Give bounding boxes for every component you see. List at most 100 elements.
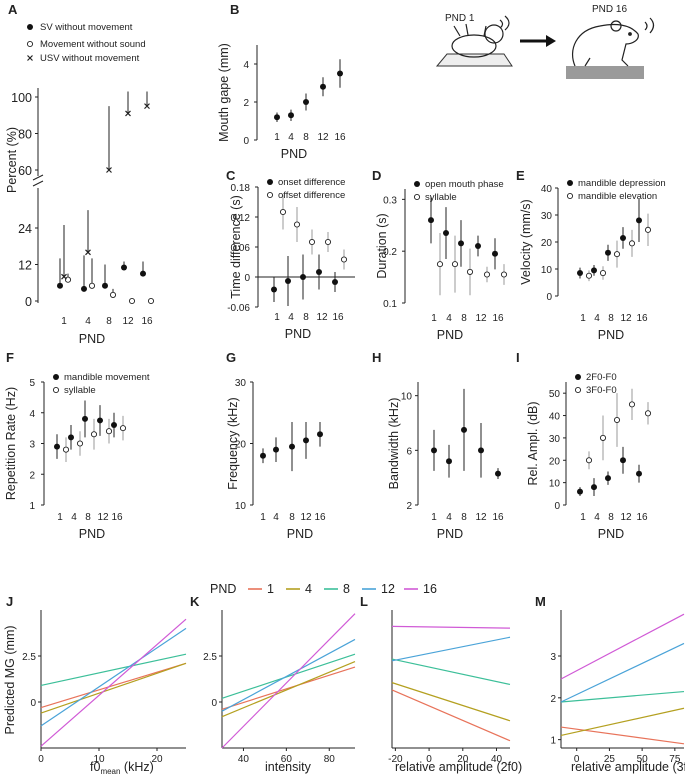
y-tick-label-I: 50 xyxy=(549,389,561,400)
data-point-F xyxy=(54,443,60,450)
x-tick-label-G: 1 xyxy=(260,512,266,523)
data-point-H xyxy=(461,426,467,433)
data-point-C xyxy=(332,279,338,285)
x-tick-label-J: 0 xyxy=(38,754,44,765)
axis-break-A xyxy=(32,174,44,187)
y-tick-label-D: 0.3 xyxy=(383,195,397,206)
x-tick-label-F: 1 xyxy=(57,512,63,523)
data-point-I xyxy=(620,457,626,464)
y-axis-title-I: Rel. Ampl. (dB) xyxy=(526,401,540,485)
series-line-L-pnd12 xyxy=(391,636,511,662)
panel-label-C: C xyxy=(226,168,236,183)
y-tick-label-F: 3 xyxy=(29,440,35,451)
x-tick-label-D: 1 xyxy=(431,313,437,324)
x-axis-title-L: relative amplitude (2f0) xyxy=(395,760,522,774)
data-point-C-legend xyxy=(266,191,274,199)
pnd-legend-entry: 16 xyxy=(404,582,437,596)
x-axis-title-C: PND xyxy=(285,327,311,341)
series-line-L-pnd16 xyxy=(391,625,511,629)
data-point-I xyxy=(628,401,636,408)
y-tick-label-I: 20 xyxy=(549,456,561,467)
data-point-D-legend xyxy=(414,181,420,187)
data-point-I-legend xyxy=(574,386,582,394)
y-tick-label-D: 0.2 xyxy=(383,247,397,258)
data-point-I xyxy=(591,484,597,491)
data-point-E xyxy=(599,269,607,277)
y-tick-label-C: 0.18 xyxy=(231,183,251,194)
data-point-I xyxy=(577,488,583,495)
x-tick-label-I: 1 xyxy=(580,512,586,523)
panel-label-K: K xyxy=(190,594,200,609)
data-point-G xyxy=(317,431,323,438)
x-tick-label-E: 1 xyxy=(580,313,586,324)
x-axis-title-sub-J: mean xyxy=(100,767,120,776)
data-point-E xyxy=(577,270,583,277)
y-tick-label-A: 0 xyxy=(25,295,32,309)
data-point-C-legend xyxy=(267,179,273,185)
y-tick-label-E: 10 xyxy=(541,265,553,276)
pnd1-bedding xyxy=(435,53,513,67)
x-axis-title-M: relative amplitude (3f0) xyxy=(571,760,685,774)
y-tick-label-K: 2.5 xyxy=(203,652,217,663)
data-point-C xyxy=(324,238,332,246)
x-tick-label-K: 40 xyxy=(238,754,250,765)
pnd-legend-label-16: 16 xyxy=(423,582,437,596)
y-tick-label-F: 2 xyxy=(29,470,35,481)
data-point-E xyxy=(644,226,652,233)
data-point-F xyxy=(68,434,74,441)
pnd1-pup xyxy=(451,15,510,58)
legend-label-A: SV without movement xyxy=(40,22,133,33)
x-axis-title-K: intensity xyxy=(265,760,312,774)
legend-label-D: open mouth phase xyxy=(425,179,504,190)
x-tick-label-F: 12 xyxy=(97,512,109,523)
x-tick-label-E: 8 xyxy=(608,313,614,324)
data-point-A xyxy=(125,110,131,117)
x-tick-label-E: 12 xyxy=(620,313,632,324)
illustration-label-pnd16: PND 16 xyxy=(592,4,627,15)
y-tick-label-A: 100 xyxy=(11,91,32,105)
x-axis-title-D: PND xyxy=(437,328,463,342)
series-line-J-pnd16 xyxy=(40,618,187,747)
x-tick-label-J: 10 xyxy=(93,754,105,765)
y-tick-label-A: 24 xyxy=(18,222,32,236)
y-tick-label-F: 4 xyxy=(29,409,35,420)
x-tick-label-M: 0 xyxy=(574,754,580,765)
legend-label-D: syllable xyxy=(425,192,457,203)
data-point-H xyxy=(478,447,484,454)
data-point-A xyxy=(109,291,117,298)
y-axis-title-D: Duration (s) xyxy=(375,213,389,278)
data-point-C xyxy=(308,238,316,246)
data-point-F xyxy=(119,425,127,432)
data-point-D xyxy=(443,230,449,237)
x-tick-label-H: 16 xyxy=(492,512,504,523)
y-tick-label-C: 0.12 xyxy=(231,213,251,224)
x-tick-label-I: 16 xyxy=(636,512,648,523)
panel-label-G: G xyxy=(226,350,236,365)
data-point-I-legend xyxy=(575,374,581,380)
pnd-legend-label-1: 1 xyxy=(267,582,274,596)
y-tick-label-M: 1 xyxy=(550,736,556,747)
legend-label-E: mandible elevation xyxy=(578,191,657,202)
pnd-legend-label-4: 4 xyxy=(305,582,312,596)
data-point-D xyxy=(466,268,474,275)
y-tick-label-C: 0.06 xyxy=(231,243,251,254)
y-tick-label-J: 2.5 xyxy=(22,652,36,663)
x-axis-title-main-M: relative amplitude (3f0) xyxy=(571,760,685,774)
data-point-F xyxy=(62,446,70,453)
x-tick-label-K: 80 xyxy=(324,754,336,765)
x-axis-title-G: PND xyxy=(287,527,313,541)
series-line-J-pnd8 xyxy=(40,653,187,687)
data-point-D xyxy=(500,271,508,278)
x-tick-label-G: 16 xyxy=(314,512,326,523)
arrow-head xyxy=(546,35,556,47)
x-axis-title-I: PND xyxy=(598,527,624,541)
data-point-I xyxy=(599,434,607,441)
data-point-F-legend xyxy=(52,386,60,394)
series-line-K-pnd4 xyxy=(221,660,356,718)
data-point-F xyxy=(90,431,98,438)
y-tick-label-B: 2 xyxy=(243,98,249,109)
y-tick-label-H: 10 xyxy=(401,392,413,403)
y-tick-label-F: 5 xyxy=(29,378,35,389)
